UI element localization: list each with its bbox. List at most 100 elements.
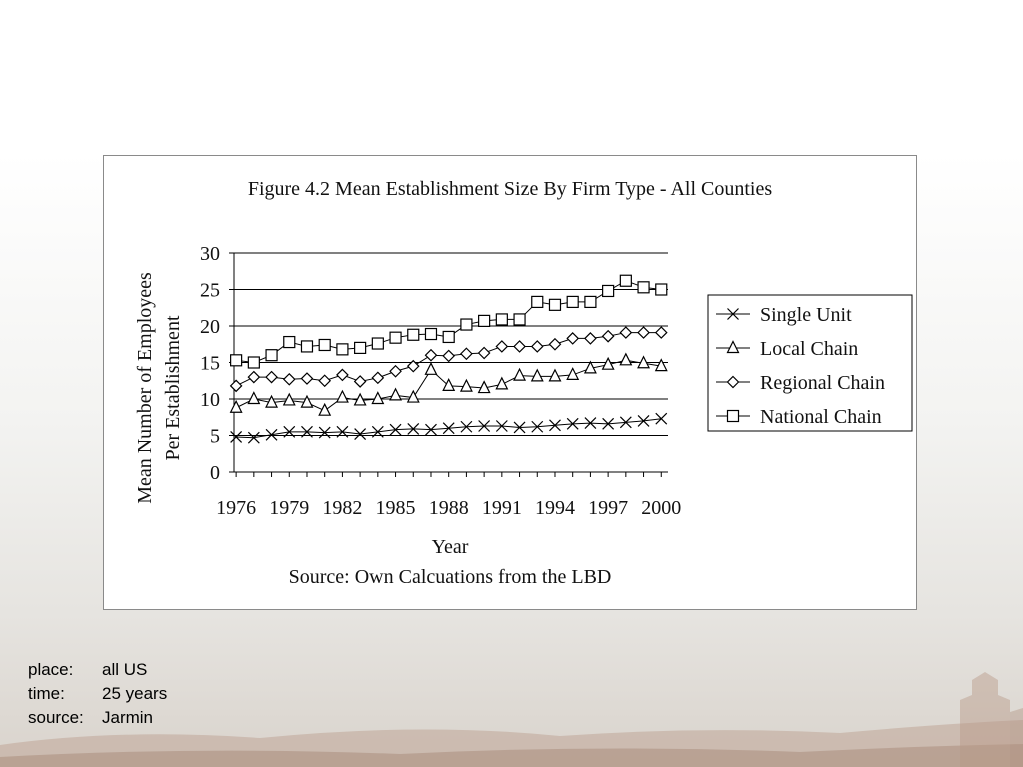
marker-diamond <box>637 326 650 339</box>
place-value: all US <box>102 660 148 679</box>
series-national-chain <box>230 274 668 369</box>
marker-diamond <box>726 375 740 389</box>
x-tick-label: 1991 <box>482 497 522 519</box>
marker-triangle <box>619 352 633 366</box>
marker-square <box>318 338 331 352</box>
marker-triangle <box>459 378 473 392</box>
marker-square <box>230 354 243 367</box>
marker-x <box>478 420 491 432</box>
marker-triangle <box>300 394 314 408</box>
x-tick-label: 2000 <box>641 497 681 519</box>
marker-x <box>442 422 455 435</box>
series-lines <box>229 274 668 444</box>
y-tick-label: 0 <box>210 462 220 484</box>
legend-item: Local Chain <box>716 338 858 360</box>
marker-square <box>478 314 491 327</box>
marker-square <box>548 298 562 311</box>
x-tick-label: 1979 <box>269 497 309 519</box>
marker-diamond <box>654 326 668 339</box>
marker-diamond <box>477 346 491 360</box>
y-tick-label: 15 <box>200 353 220 375</box>
marker-square <box>389 331 402 344</box>
info-row-source: source: Jarmin <box>28 706 167 730</box>
legend-label: Single Unit <box>760 304 852 326</box>
marker-diamond <box>336 368 349 382</box>
y-axis-label-line2: Per Establishment <box>162 315 184 460</box>
marker-square <box>637 281 650 294</box>
marker-triangle <box>548 368 562 382</box>
marker-x <box>727 308 739 320</box>
marker-triangle <box>265 394 279 408</box>
marker-x <box>247 431 260 444</box>
marker-diamond <box>406 359 420 373</box>
x-tick-label: 1982 <box>322 497 362 519</box>
marker-diamond <box>424 348 438 362</box>
info-block: place: all US time: 25 years source: Jar… <box>28 658 167 730</box>
marker-triangle <box>282 392 296 406</box>
marker-x <box>336 425 349 438</box>
marker-triangle <box>477 380 491 394</box>
marker-triangle <box>247 391 261 405</box>
marker-diamond <box>513 340 526 353</box>
marker-diamond <box>601 329 615 343</box>
marker-triangle <box>495 376 509 390</box>
chart-title: Figure 4.2 Mean Establishment Size By Fi… <box>248 178 773 200</box>
legend-label: Regional Chain <box>760 372 885 394</box>
marker-square <box>265 349 278 362</box>
marker-triangle <box>530 368 544 382</box>
marker-triangle <box>442 378 456 391</box>
axes: 0 5 10 15 20 25 30 1976 1979 1982 1985 1988 1991 1994… <box>200 243 681 519</box>
marker-diamond <box>371 371 385 385</box>
marker-diamond <box>584 332 597 345</box>
marker-x <box>549 419 561 432</box>
marker-diamond <box>265 370 278 384</box>
marker-x <box>425 423 437 436</box>
marker-x <box>460 420 473 433</box>
time-value: 25 years <box>102 684 168 703</box>
y-tick-label: 20 <box>200 316 220 338</box>
line-chart: Figure 4.2 Mean Establishment Size By Fi… <box>134 178 913 588</box>
marker-x <box>566 417 579 430</box>
marker-x <box>301 425 313 438</box>
marker-square <box>300 340 314 353</box>
legend-item: Single Unit <box>716 304 852 326</box>
marker-triangle <box>389 387 403 401</box>
marker-triangle <box>353 392 367 406</box>
marker-triangle <box>371 391 385 405</box>
x-axis-label: Year <box>432 536 469 558</box>
marker-square <box>531 295 544 309</box>
marker-x <box>495 420 508 432</box>
x-tick-label: 1988 <box>429 497 469 519</box>
marker-diamond <box>247 370 261 384</box>
marker-square <box>619 274 632 287</box>
x-tick-label: 1976 <box>216 497 256 519</box>
gridlines <box>234 252 668 436</box>
legend-label: Local Chain <box>760 338 858 360</box>
marker-diamond <box>389 364 402 378</box>
marker-triangle <box>637 355 651 369</box>
marker-square <box>495 313 508 326</box>
y-tick-label: 25 <box>200 280 220 302</box>
marker-square <box>336 343 349 356</box>
marker-diamond <box>495 340 509 353</box>
marker-triangle <box>229 399 243 413</box>
marker-diamond <box>460 347 473 361</box>
marker-x <box>637 414 650 427</box>
marker-triangle <box>566 367 580 381</box>
marker-triangle <box>601 356 615 370</box>
marker-square <box>513 313 526 326</box>
marker-triangle <box>513 367 527 381</box>
marker-diamond <box>353 375 367 388</box>
marker-triangle <box>406 389 420 403</box>
series-regional-chain <box>229 326 668 393</box>
marker-triangle <box>335 389 349 403</box>
series-single-unit <box>230 412 668 444</box>
marker-x <box>389 423 402 436</box>
marker-x <box>655 412 668 425</box>
legend: Single Unit Local Chain Regional Chain Nati… <box>707 294 913 432</box>
marker-x <box>371 425 384 438</box>
marker-x <box>513 421 526 434</box>
marker-x <box>283 425 296 438</box>
info-row-place: place: all US <box>28 658 167 682</box>
marker-x <box>531 420 544 433</box>
